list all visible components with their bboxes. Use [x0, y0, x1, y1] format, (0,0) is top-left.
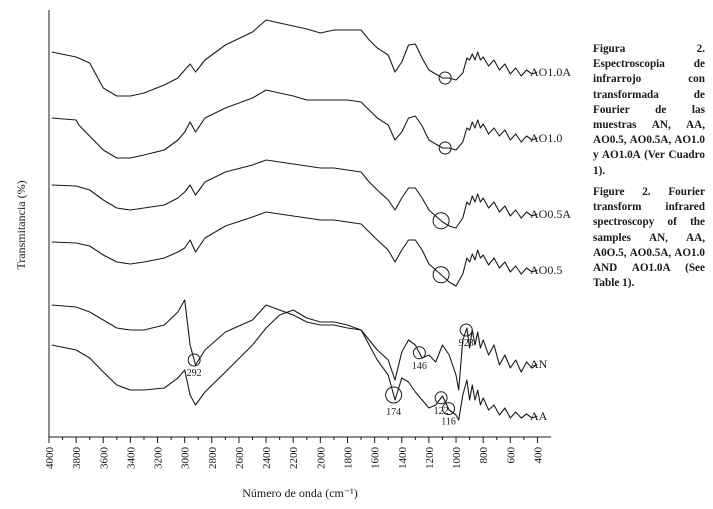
- series-labels: AO1.0A AO1.0 AO0.5A AO0.5 AN AA: [530, 65, 571, 423]
- y-axis-title: Transmitancia (%): [14, 180, 28, 269]
- series-label-ao0-5a: AO0.5A: [530, 207, 571, 221]
- spectra-lines: [51, 19, 538, 421]
- annotation-label: 116: [441, 417, 456, 428]
- annotation-label: 146: [412, 361, 427, 372]
- series-label-ao1-0: AO1.0: [530, 131, 562, 145]
- x-tick-label: 2600: [234, 447, 246, 470]
- x-tick-label: 600: [505, 447, 517, 464]
- series-label-ao0-5: AO0.5: [530, 263, 562, 277]
- peak-marker: [432, 266, 450, 284]
- peak-marker: [438, 141, 452, 155]
- series-label-ao1-0a: AO1.0A: [530, 65, 571, 79]
- series-line-aa: [51, 309, 538, 421]
- x-tick-label: 3800: [71, 447, 83, 470]
- annotation-marker: [459, 323, 473, 337]
- annotation-marker: [434, 391, 448, 405]
- x-tick-label: 800: [478, 447, 490, 464]
- ftir-chart: 4000 3800 3600 3400 3200 3000 2800 2600 2400 2200…: [14, 10, 571, 500]
- x-tick-label: 2200: [288, 447, 300, 470]
- x-tick-label: 3200: [153, 447, 165, 470]
- x-axis-title: Número de onda (cm⁻¹): [242, 486, 358, 500]
- x-tick-label: 2000: [315, 447, 327, 470]
- x-tick-label: 1600: [370, 447, 382, 470]
- x-tick-label: 2800: [207, 447, 219, 470]
- series-line-ao0-5a: [51, 159, 538, 229]
- x-tick-label: 4000: [44, 447, 56, 470]
- x-tick-label: 1400: [397, 447, 409, 470]
- x-tick-label: 3600: [98, 447, 110, 470]
- x-tick-label: 1000: [451, 447, 463, 470]
- annotation-marker: [442, 402, 456, 416]
- annotation-label: 292: [187, 368, 202, 379]
- x-tick-label: 3000: [180, 447, 192, 470]
- series-label-an: AN: [530, 357, 548, 371]
- x-tick-label: 400: [532, 447, 544, 464]
- annotation-label: 122: [434, 406, 449, 417]
- figure-caption-english: Figure 2. Fourier transform infrared spe…: [593, 186, 705, 290]
- series-line-ao0-5: [51, 211, 538, 287]
- series-line-ao1-0a: [51, 19, 538, 97]
- annotation-marker: [385, 386, 403, 404]
- chart-axes: 4000 3800 3600 3400 3200 3000 2800 2600 2400 2200…: [44, 10, 551, 469]
- series-line-ao1-0: [51, 89, 538, 159]
- figure-caption-spanish: Figura 2. Espectroscopia de infrarrojo c…: [593, 43, 705, 177]
- peak-marker: [438, 71, 452, 85]
- annotation-label: 923: [459, 338, 474, 349]
- annotation-label: 174: [386, 407, 401, 418]
- annotation-marker: [412, 346, 426, 360]
- annotation-marker: [187, 353, 201, 367]
- x-tick-label: 1200: [424, 447, 436, 470]
- x-tick-label: 1800: [342, 447, 354, 470]
- series-line-an: [51, 299, 538, 391]
- x-tick-label: 2400: [261, 447, 273, 470]
- x-tick-label: 3400: [125, 447, 137, 470]
- series-label-aa: AA: [530, 409, 548, 423]
- peak-marker: [432, 212, 450, 230]
